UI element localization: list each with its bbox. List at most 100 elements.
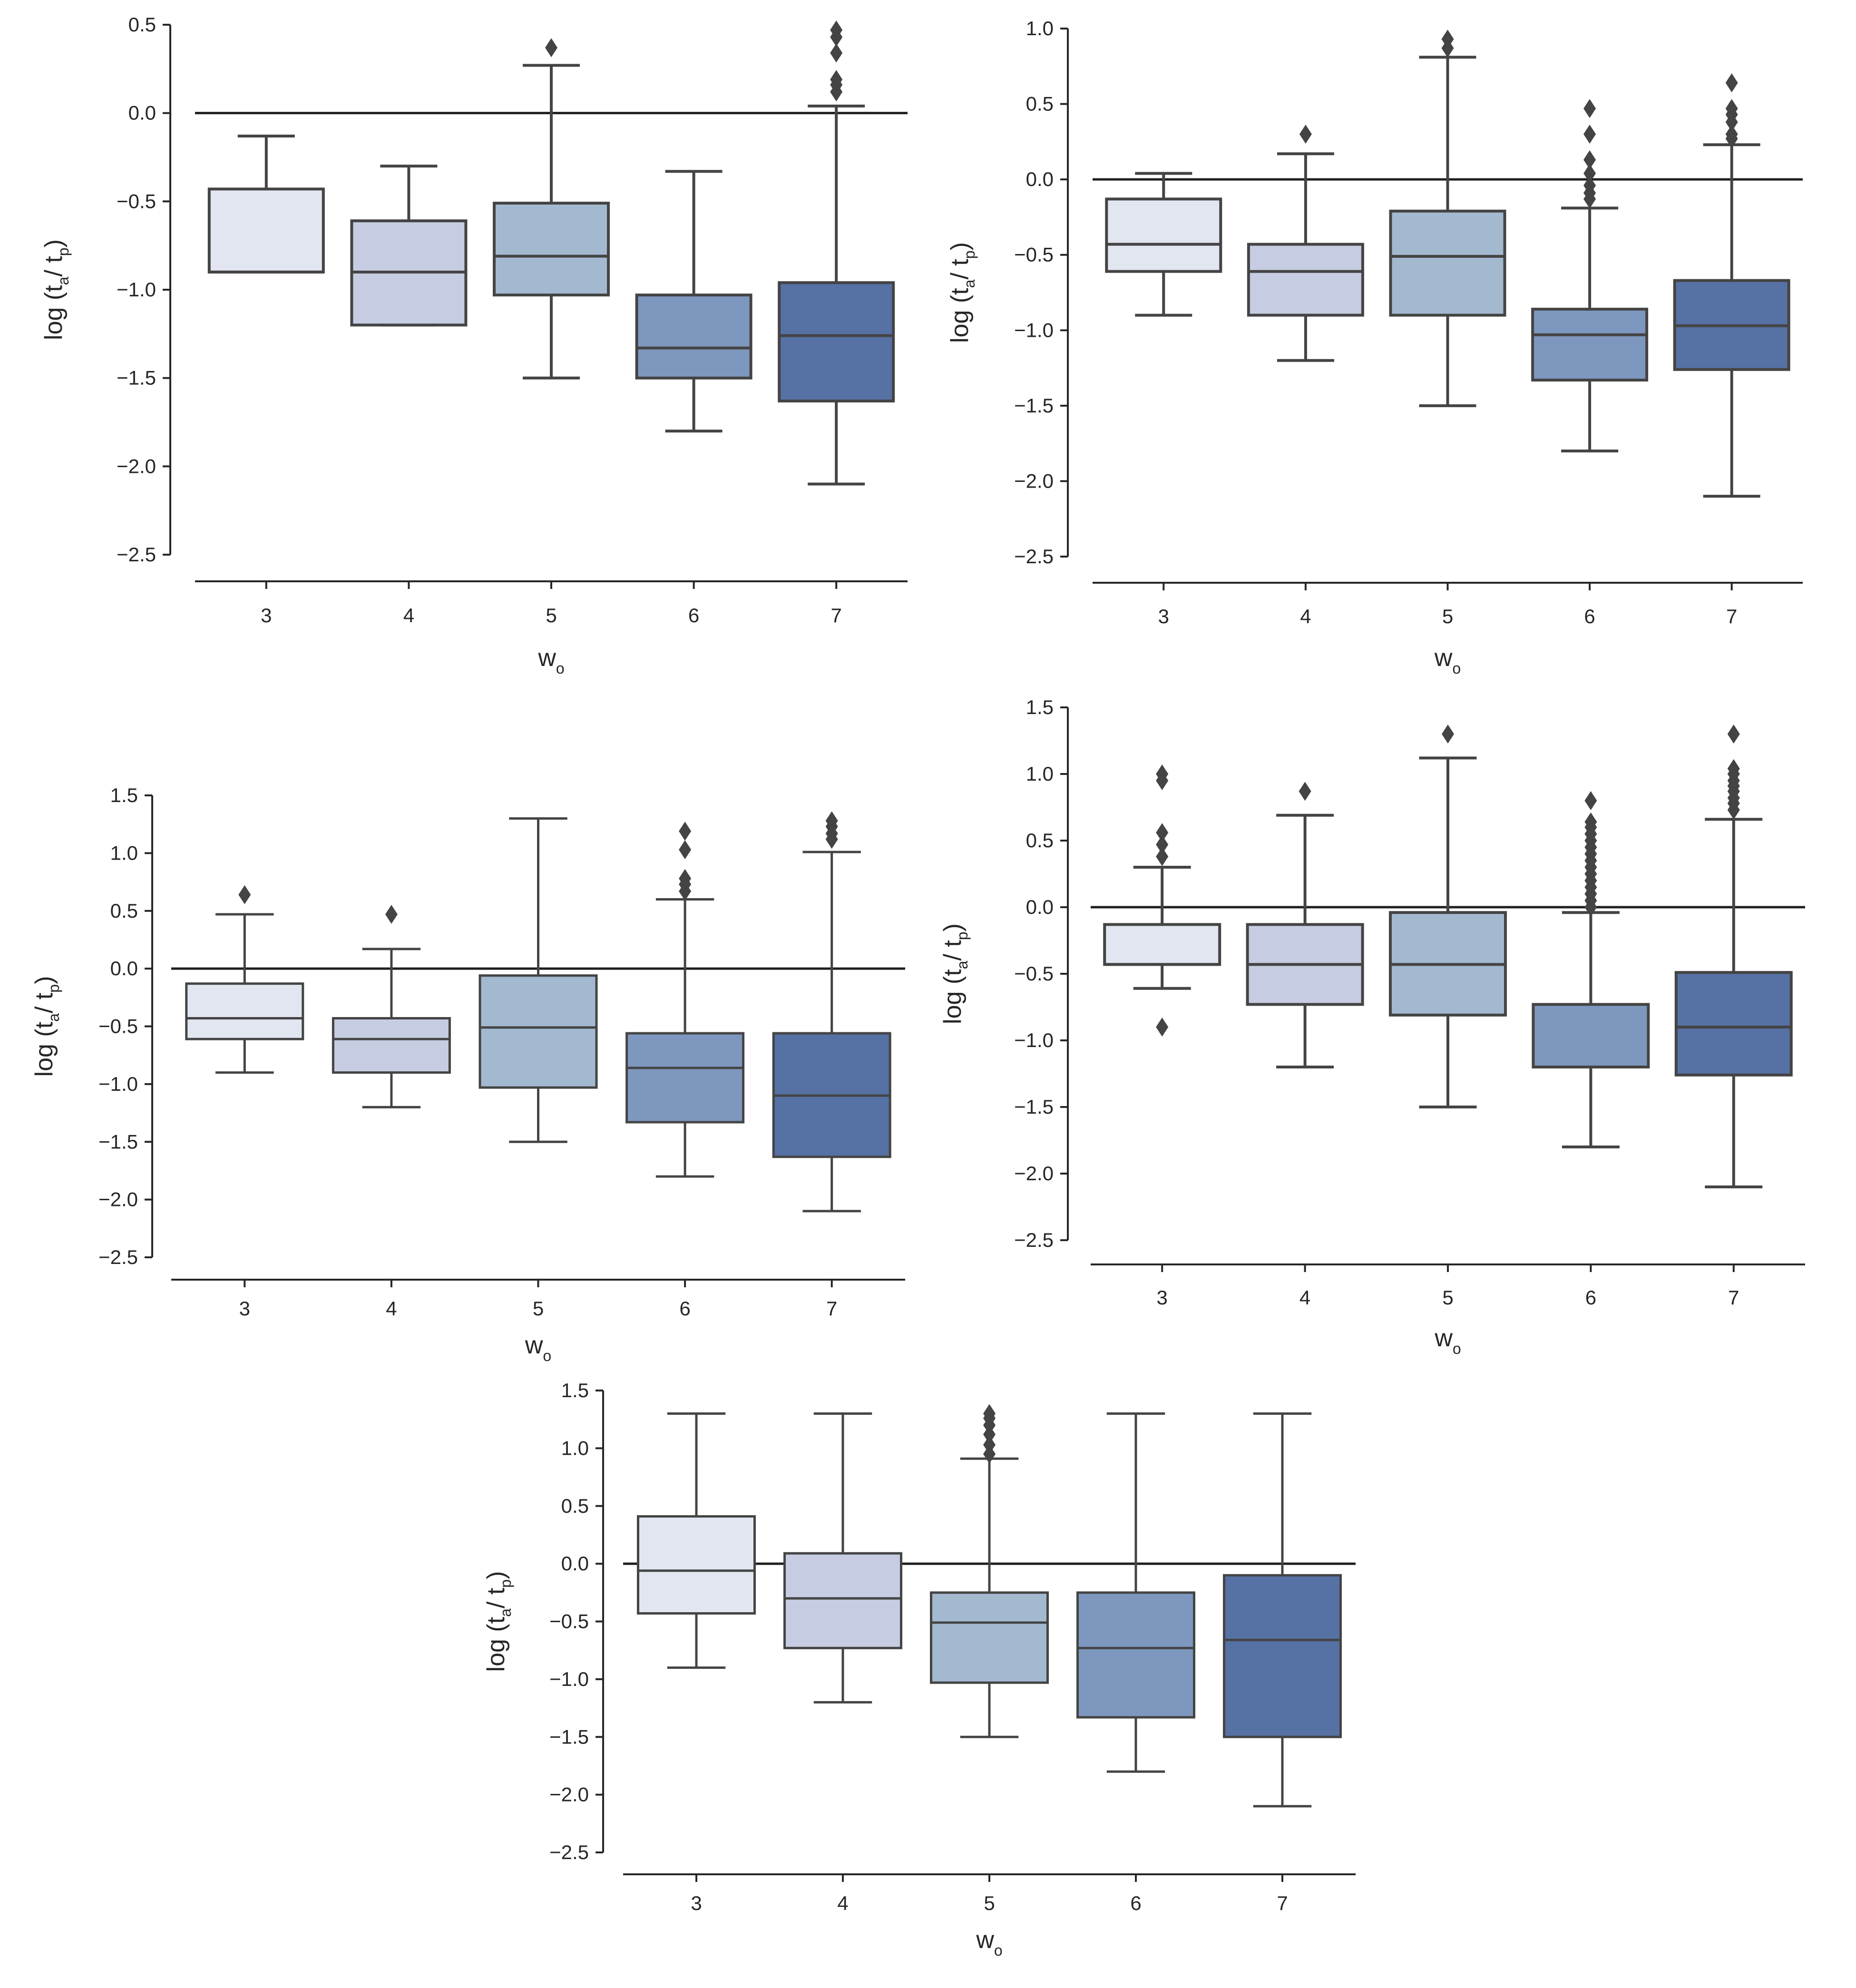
y-tick-label: −1.5 xyxy=(1014,394,1054,417)
box-7 xyxy=(1223,1412,1342,1808)
x-tick-label: 5 xyxy=(1442,1286,1453,1309)
y-tick-label: −1.5 xyxy=(98,1130,138,1153)
iqr-box xyxy=(1103,923,1221,966)
y-tick-label: −0.5 xyxy=(549,1610,589,1633)
outlier-point xyxy=(1584,791,1597,810)
x-tick-label: 6 xyxy=(1585,1286,1596,1309)
outlier-point xyxy=(1156,1018,1169,1037)
y-axis-label: log (ta/ tp) xyxy=(40,239,72,340)
y-tick-label: 1.0 xyxy=(110,842,138,864)
box-5 xyxy=(493,38,610,380)
y-axis-label: log (ta/ tp) xyxy=(30,976,62,1077)
iqr-box xyxy=(479,974,598,1089)
iqr-box xyxy=(1105,197,1222,273)
outlier-point xyxy=(1441,29,1454,49)
outlier-point xyxy=(1156,835,1169,854)
iqr-box xyxy=(185,982,304,1040)
boxplot-panel-5: 1.5 1.0 0.5 0.0 −0.5 −1.0 −1.5 −2.0 −2.5 3 4 5 6 7 wo l… xyxy=(482,1379,1356,1959)
y-tick-label: −2.0 xyxy=(1014,470,1054,492)
boxplot-panel-1: 0.5 0.0 −0.5 −1.0 −1.5 −2.0 −2.5 3 4 5 6 7 wo log (ta… xyxy=(40,13,908,677)
box-4 xyxy=(350,165,468,327)
iqr-box xyxy=(1247,243,1364,317)
x-tick-label: 5 xyxy=(1442,605,1453,627)
y-tick-label: −0.5 xyxy=(1014,962,1054,985)
x-tick-label: 5 xyxy=(546,604,557,627)
iqr-box xyxy=(930,1591,1049,1684)
outlier-point xyxy=(1583,164,1596,183)
outlier-point xyxy=(830,20,843,40)
x-axis-label: wo xyxy=(525,1332,551,1364)
x-tick-label: 7 xyxy=(831,604,842,627)
iqr-box xyxy=(493,202,610,297)
y-tick-label: −1.5 xyxy=(117,367,156,389)
outlier-point xyxy=(1725,125,1738,144)
x-tick-label: 4 xyxy=(386,1297,397,1320)
box-6 xyxy=(1531,99,1649,452)
box-3 xyxy=(1103,764,1221,1037)
boxplot-panel-4: 1.5 1.0 0.5 0.0 −0.5 −1.0 −1.5 −2.0 −2.5 3 4 5 6 7 wo l… xyxy=(939,696,1805,1357)
box-3 xyxy=(185,885,304,1074)
box-5 xyxy=(930,1404,1049,1738)
x-tick-label: 4 xyxy=(1300,605,1311,627)
iqr-box xyxy=(625,1032,745,1124)
y-tick-label: −2.0 xyxy=(1014,1162,1054,1185)
box-5 xyxy=(1389,725,1507,1108)
outlier-point xyxy=(1727,759,1740,778)
outlier-point xyxy=(238,885,251,904)
outlier-point xyxy=(1727,725,1740,744)
outlier-point xyxy=(679,840,692,860)
x-tick-label: 7 xyxy=(1726,605,1737,627)
y-tick-label: −0.5 xyxy=(98,1015,138,1038)
box-6 xyxy=(635,170,752,433)
outlier-point xyxy=(1584,812,1597,832)
box-7 xyxy=(778,20,895,486)
y-tick-label: 1.0 xyxy=(1026,17,1054,39)
y-tick-label: −1.0 xyxy=(98,1073,138,1095)
y-tick-label: −2.5 xyxy=(98,1246,138,1268)
iqr-box xyxy=(207,187,325,274)
x-tick-label: 3 xyxy=(239,1297,250,1320)
iqr-box xyxy=(783,1552,902,1649)
box-7 xyxy=(1673,73,1790,498)
y-tick-label: −1.0 xyxy=(549,1668,589,1690)
x-axis-label: wo xyxy=(1434,644,1461,677)
x-tick-label: 4 xyxy=(837,1892,848,1914)
outlier-point xyxy=(1156,764,1169,783)
box-4 xyxy=(783,1412,902,1704)
y-axis-label: log (ta/ tp) xyxy=(946,242,978,343)
outlier-point xyxy=(1299,125,1312,144)
x-tick-label: 5 xyxy=(984,1892,995,1914)
iqr-box xyxy=(1389,209,1506,317)
y-tick-label: −2.0 xyxy=(117,455,156,477)
x-tick-label: 6 xyxy=(688,604,699,627)
y-tick-label: 0.0 xyxy=(128,102,156,124)
y-tick-label: 0.0 xyxy=(561,1552,589,1575)
y-tick-label: 1.0 xyxy=(1026,763,1054,785)
x-axis-label: wo xyxy=(1434,1324,1461,1357)
y-tick-label: −0.5 xyxy=(1014,244,1054,266)
outlier-point xyxy=(830,43,843,63)
y-tick-label: 0.5 xyxy=(128,13,156,36)
iqr-box xyxy=(1674,971,1793,1077)
outlier-point xyxy=(983,1404,996,1423)
y-tick-label: −2.5 xyxy=(1014,1229,1054,1251)
y-tick-label: 1.0 xyxy=(561,1437,589,1459)
outlier-point xyxy=(1583,150,1596,169)
outlier-point xyxy=(830,70,843,89)
box-6 xyxy=(1532,791,1650,1148)
y-tick-label: −2.5 xyxy=(549,1841,589,1863)
y-tick-label: −1.0 xyxy=(117,278,156,301)
outlier-point xyxy=(1583,176,1596,195)
y-tick-label: 0.0 xyxy=(1026,896,1054,918)
x-tick-label: 7 xyxy=(826,1297,837,1320)
y-tick-label: 0.0 xyxy=(1026,168,1054,190)
y-tick-label: −2.0 xyxy=(98,1188,138,1211)
x-tick-label: 7 xyxy=(1277,1892,1288,1914)
y-axis-label: log (ta/ tp) xyxy=(482,1571,514,1672)
y-tick-label: −1.5 xyxy=(549,1725,589,1748)
x-axis-label: wo xyxy=(976,1926,1002,1959)
iqr-box xyxy=(637,1515,756,1615)
x-tick-label: 7 xyxy=(1728,1286,1739,1309)
x-tick-label: 3 xyxy=(1157,1286,1168,1309)
